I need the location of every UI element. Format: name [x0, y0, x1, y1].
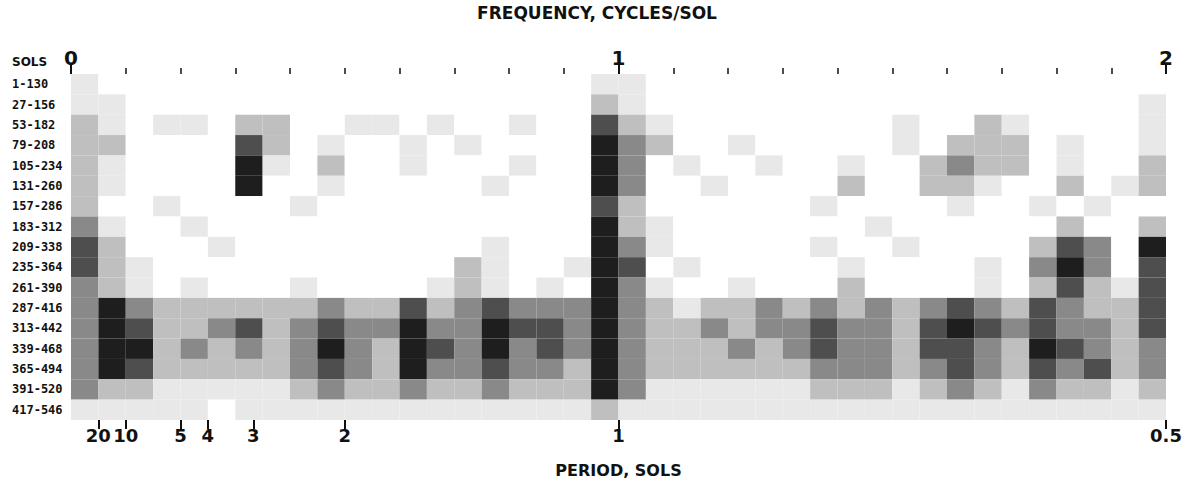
svg-text:287-416: 287-416 [12, 301, 63, 315]
svg-text:1: 1 [612, 46, 626, 70]
svg-text:209-338: 209-338 [12, 240, 63, 254]
svg-text:53-182: 53-182 [12, 118, 55, 132]
svg-text:131-260: 131-260 [12, 179, 63, 193]
svg-text:235-364: 235-364 [12, 260, 63, 274]
svg-text:FREQUENCY, CYCLES/SOL: FREQUENCY, CYCLES/SOL [477, 3, 717, 23]
svg-text:339-468: 339-468 [12, 342, 63, 356]
svg-text:79-208: 79-208 [12, 138, 55, 152]
svg-text:PERIOD, SOLS: PERIOD, SOLS [555, 461, 681, 480]
svg-text:0.5: 0.5 [1150, 425, 1182, 446]
svg-text:0: 0 [64, 46, 78, 70]
svg-text:313-442: 313-442 [12, 321, 63, 335]
svg-text:105-234: 105-234 [12, 159, 63, 173]
svg-text:417-546: 417-546 [12, 403, 63, 417]
svg-text:SOLS: SOLS [12, 55, 47, 69]
svg-text:27-156: 27-156 [12, 98, 55, 112]
svg-text:365-494: 365-494 [12, 362, 63, 376]
svg-text:2: 2 [1159, 46, 1173, 70]
svg-text:2: 2 [338, 425, 351, 446]
svg-text:1: 1 [612, 425, 625, 446]
svg-text:10: 10 [113, 425, 138, 446]
svg-text:3: 3 [247, 425, 260, 446]
svg-text:1-130: 1-130 [12, 77, 48, 91]
svg-text:20: 20 [86, 425, 111, 446]
svg-text:261-390: 261-390 [12, 281, 63, 295]
svg-text:157-286: 157-286 [12, 199, 63, 213]
svg-text:4: 4 [202, 425, 215, 446]
svg-text:183-312: 183-312 [12, 220, 63, 234]
svg-text:5: 5 [174, 425, 187, 446]
svg-text:391-520: 391-520 [12, 382, 63, 396]
